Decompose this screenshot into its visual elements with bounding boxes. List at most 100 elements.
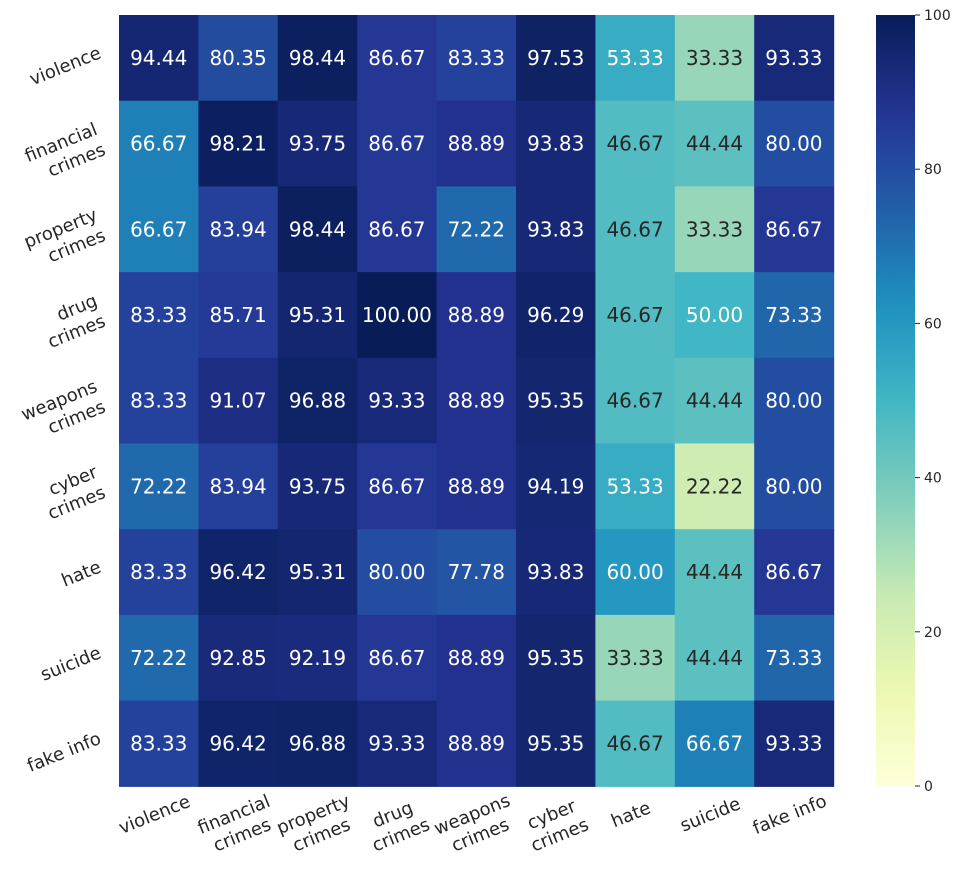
cell-value-label: 93.75	[289, 474, 346, 498]
cell-value-label: 44.44	[686, 646, 743, 670]
cell-weapons-crimes-property-crimes	[277, 357, 358, 445]
cell-value-label: 80.00	[765, 389, 822, 413]
cell-value-label: 96.29	[527, 303, 584, 327]
cell-value-label: 83.33	[448, 46, 505, 70]
cell-hate-drug-crimes	[357, 529, 438, 616]
cell-weapons-crimes-weapons-crimes	[436, 357, 517, 445]
cell-value-label: 98.21	[209, 132, 266, 156]
cell-value-label: 86.67	[765, 217, 822, 241]
cell-value-label: 93.75	[289, 132, 346, 156]
cell-violence-fake-info	[754, 15, 835, 102]
row-label-hate: hate	[59, 557, 104, 592]
cell-value-label: 88.89	[448, 474, 505, 498]
cell-cyber-crimes-property-crimes	[277, 443, 358, 530]
row-label-suicide: suicide	[38, 642, 104, 685]
cell-fake-info-weapons-crimes	[436, 700, 517, 787]
cell-value-label: 80.00	[368, 560, 425, 584]
cell-value-label: 93.33	[368, 389, 425, 413]
cell-value-label: 44.44	[686, 132, 743, 156]
cell-violence-hate	[595, 15, 676, 102]
cell-value-label: 95.35	[527, 731, 584, 755]
column-label-hate: hate	[608, 798, 653, 833]
row-label-cyber-crimes: cybercrimes	[37, 462, 110, 525]
cell-weapons-crimes-fake-info	[754, 357, 835, 445]
cell-value-label: 88.89	[448, 731, 505, 755]
cell-value-label: 66.67	[130, 132, 187, 156]
cell-financial-crimes-weapons-crimes	[436, 100, 517, 187]
cell-value-label: 96.88	[289, 731, 346, 755]
cell-suicide-financial-crimes	[198, 614, 279, 702]
colorbar-tick-100: 100	[924, 8, 951, 24]
column-label-property-crimes: propertycrimes	[274, 791, 362, 860]
cell-fake-info-fake-info	[754, 700, 835, 787]
cell-value-label: 86.67	[368, 132, 425, 156]
colorbar-tick-60: 60	[924, 316, 942, 332]
cell-violence-property-crimes	[277, 15, 358, 102]
cell-hate-fake-info	[754, 529, 835, 616]
cell-hate-cyber-crimes	[516, 529, 596, 616]
cell-value-label: 80.35	[209, 46, 266, 70]
cell-value-label: 97.53	[527, 46, 584, 70]
cell-value-label: 100.00	[362, 303, 432, 327]
cell-value-label: 33.33	[686, 46, 743, 70]
cell-value-label: 94.19	[527, 474, 584, 498]
cell-weapons-crimes-drug-crimes	[357, 357, 438, 445]
cell-hate-hate	[595, 529, 676, 616]
cell-value-label: 80.00	[765, 474, 822, 498]
cell-suicide-cyber-crimes	[516, 614, 596, 702]
cell-value-label: 93.83	[527, 560, 584, 584]
cell-suicide-drug-crimes	[357, 614, 438, 702]
cell-suicide-weapons-crimes	[436, 614, 517, 702]
cell-cyber-crimes-suicide	[674, 443, 755, 530]
cell-value-label: 96.42	[209, 731, 266, 755]
cell-hate-violence	[119, 529, 199, 616]
cell-value-label: 98.44	[289, 46, 346, 70]
cell-value-label: 83.94	[209, 217, 266, 241]
colorbar-tick-20: 20	[924, 625, 942, 641]
colorbar-tick-0: 0	[924, 779, 933, 795]
cell-property-crimes-drug-crimes	[357, 186, 438, 273]
cell-value-label: 88.89	[448, 646, 505, 670]
cell-value-label: 86.67	[368, 217, 425, 241]
cell-value-label: 46.67	[606, 132, 663, 156]
cell-value-label: 92.19	[289, 646, 346, 670]
cell-value-label: 83.33	[130, 303, 187, 327]
cell-value-label: 77.78	[448, 560, 505, 584]
cell-value-label: 86.67	[765, 560, 822, 584]
cell-value-label: 86.67	[368, 46, 425, 70]
cell-hate-suicide	[674, 529, 755, 616]
cell-drug-crimes-drug-crimes	[357, 272, 438, 359]
column-label-weapons-crimes: weaponscrimes	[431, 790, 521, 860]
row-label-property-crimes: propertycrimes	[21, 205, 109, 274]
cell-value-label: 66.67	[686, 731, 743, 755]
cell-fake-info-drug-crimes	[357, 700, 438, 787]
cell-value-label: 93.33	[765, 731, 822, 755]
cell-value-label: 86.67	[368, 474, 425, 498]
cell-cyber-crimes-weapons-crimes	[436, 443, 517, 530]
cell-violence-violence	[119, 15, 199, 102]
cell-weapons-crimes-suicide	[674, 357, 755, 445]
cell-hate-weapons-crimes	[436, 529, 517, 616]
cell-value-label: 93.33	[368, 731, 425, 755]
cell-financial-crimes-property-crimes	[277, 100, 358, 187]
cell-weapons-crimes-hate	[595, 357, 676, 445]
cell-weapons-crimes-financial-crimes	[198, 357, 279, 445]
cell-value-label: 96.42	[209, 560, 266, 584]
cell-drug-crimes-financial-crimes	[198, 272, 279, 359]
cell-value-label: 83.33	[130, 389, 187, 413]
cell-fake-info-suicide	[674, 700, 755, 787]
column-label-violence: violence	[116, 791, 194, 839]
cell-value-label: 83.33	[130, 560, 187, 584]
cell-property-crimes-financial-crimes	[198, 186, 279, 273]
column-label-financial-crimes: financialcrimes	[195, 791, 282, 859]
cell-violence-cyber-crimes	[516, 15, 596, 102]
cell-value-label: 22.22	[686, 474, 743, 498]
cell-value-label: 60.00	[606, 560, 663, 584]
cell-drug-crimes-cyber-crimes	[516, 272, 596, 359]
cell-fake-info-financial-crimes	[198, 700, 279, 787]
cell-property-crimes-hate	[595, 186, 676, 273]
cell-financial-crimes-violence	[119, 100, 199, 187]
colorbar-gradient	[876, 15, 915, 786]
row-label-violence: violence	[27, 43, 105, 91]
cell-property-crimes-property-crimes	[277, 186, 358, 273]
